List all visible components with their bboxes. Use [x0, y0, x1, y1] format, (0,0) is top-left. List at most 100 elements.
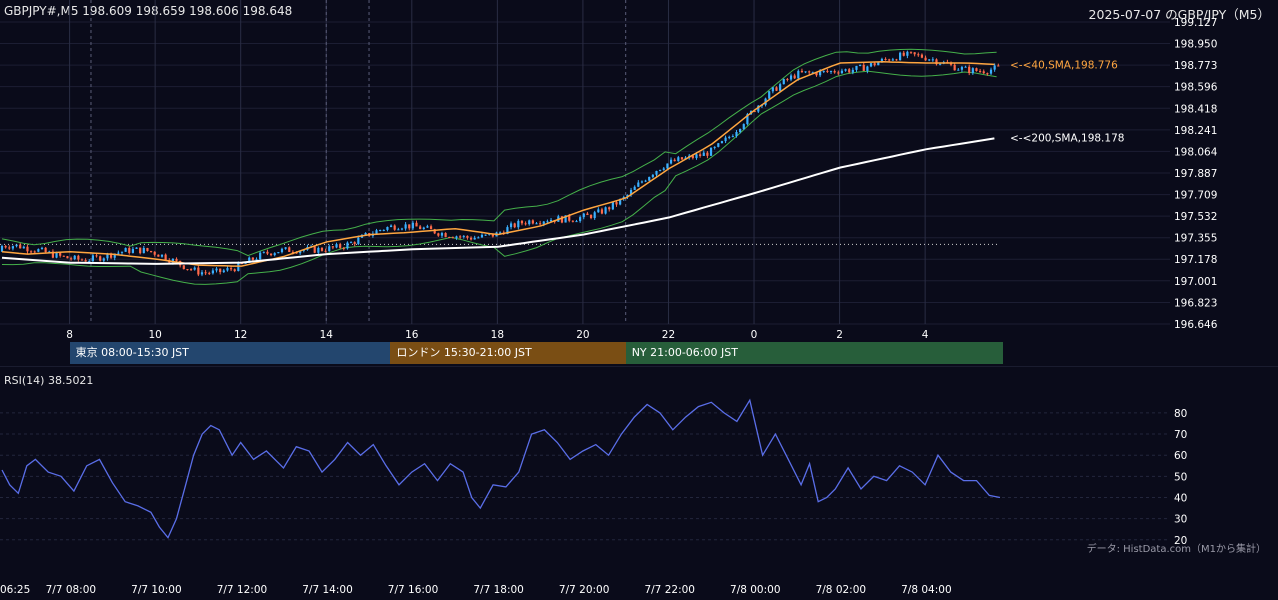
candle-body [742, 124, 745, 130]
candle-body [142, 247, 145, 254]
candle-body [342, 247, 345, 249]
candle-body [433, 229, 436, 234]
candle-body [251, 257, 254, 260]
candle-body [680, 157, 684, 160]
candle-body [95, 255, 98, 257]
candle-body [11, 246, 15, 249]
candle-body [117, 252, 120, 254]
x-tick-label: 8 [66, 329, 73, 340]
candle-body [648, 176, 651, 181]
candle-body [29, 251, 33, 253]
time-axis-label: 7/7 18:00 [473, 584, 524, 596]
candle-body [917, 54, 920, 56]
candle-body [615, 202, 618, 205]
candle-body [589, 214, 593, 219]
candle-body [691, 155, 694, 159]
candle-body [44, 247, 47, 253]
candle-body [48, 251, 51, 253]
candle-body [328, 246, 331, 252]
candle-body [124, 248, 127, 252]
candle-body [677, 157, 680, 162]
sma200-label: <-<200,SMA,198.178 [1010, 133, 1124, 145]
candle-body [811, 72, 814, 74]
candle-body [33, 251, 36, 253]
candle-body [542, 221, 545, 224]
candle-body [277, 252, 280, 254]
x-tick-label: 18 [491, 329, 504, 340]
candle-body [397, 229, 400, 231]
candle-body [957, 69, 960, 71]
candle-body [317, 247, 320, 253]
candle-body [597, 209, 600, 213]
time-axis-label: 7/8 00:00 [730, 584, 781, 596]
candle-body [968, 66, 971, 73]
candle-body [837, 72, 840, 74]
candle-body [411, 222, 414, 229]
candle-body [77, 255, 80, 260]
candle-body [884, 58, 887, 60]
candle-body [448, 237, 451, 239]
candle-body [4, 245, 7, 248]
candle-body [59, 252, 62, 256]
candle-body [153, 251, 156, 255]
candle-body [695, 154, 698, 159]
candle-body [51, 251, 55, 258]
candle-body [429, 226, 433, 230]
sma200-line [1, 137, 995, 265]
x-tick-label: 20 [576, 329, 589, 340]
candle-body [793, 75, 796, 79]
candle-body [146, 247, 149, 252]
candle-body [193, 267, 196, 270]
candle-body [197, 267, 200, 275]
bollinger-lower-line [1, 70, 997, 285]
y-tick-label: 196.646 [1174, 319, 1218, 331]
candle-body [477, 237, 480, 239]
candle-body [200, 272, 204, 275]
candle-body [88, 260, 91, 262]
candle-body [55, 252, 58, 258]
candle-body [451, 237, 454, 239]
candle-body [80, 259, 84, 261]
candle-body [546, 221, 549, 223]
candle-body [462, 235, 465, 237]
candle-body [313, 246, 316, 253]
candle-body [953, 64, 956, 71]
candle-body [782, 78, 785, 85]
y-tick-label: 198.418 [1174, 103, 1217, 115]
candle-body [266, 251, 269, 254]
candle-body [389, 225, 393, 228]
y-tick-label: 198.241 [1174, 125, 1217, 137]
candle-body [353, 242, 356, 244]
candle-body [906, 51, 909, 56]
candle-body [219, 268, 222, 273]
candle-body [644, 180, 647, 182]
y-tick-label: 197.887 [1174, 168, 1217, 180]
candle-body [186, 269, 189, 271]
candle-body [22, 246, 25, 249]
time-axis-label: 7/8 04:00 [901, 584, 952, 596]
candle-body [15, 244, 18, 247]
candle-body [571, 220, 574, 222]
x-tick-label: 12 [234, 329, 247, 340]
candle-body [379, 229, 382, 231]
candle-body [895, 59, 898, 61]
candle-body [539, 223, 542, 225]
candle-body [469, 237, 473, 240]
candle-body [437, 233, 440, 236]
candle-body [702, 152, 705, 156]
candle-body [204, 272, 207, 274]
bollinger-upper-line [1, 48, 997, 257]
candle-body [608, 207, 611, 210]
y-tick-label: 199.127 [1174, 17, 1217, 29]
candle-body [222, 270, 225, 273]
rsi-chart[interactable]: 80 70 60 50 40 30 20 [0, 366, 1278, 576]
y-tick-label: 197.709 [1174, 190, 1217, 202]
candle-body [979, 71, 982, 73]
candle-body [808, 71, 811, 73]
rsi-y-tick-label: 20 [1174, 535, 1187, 547]
candle-body [600, 209, 604, 214]
time-axis-label: 06:25 [0, 584, 31, 596]
candle-body [877, 62, 880, 66]
candle-body [244, 262, 247, 264]
price-chart[interactable]: 199.127 198.950 198.773 198.596 198.418 198.2… [0, 0, 1278, 340]
